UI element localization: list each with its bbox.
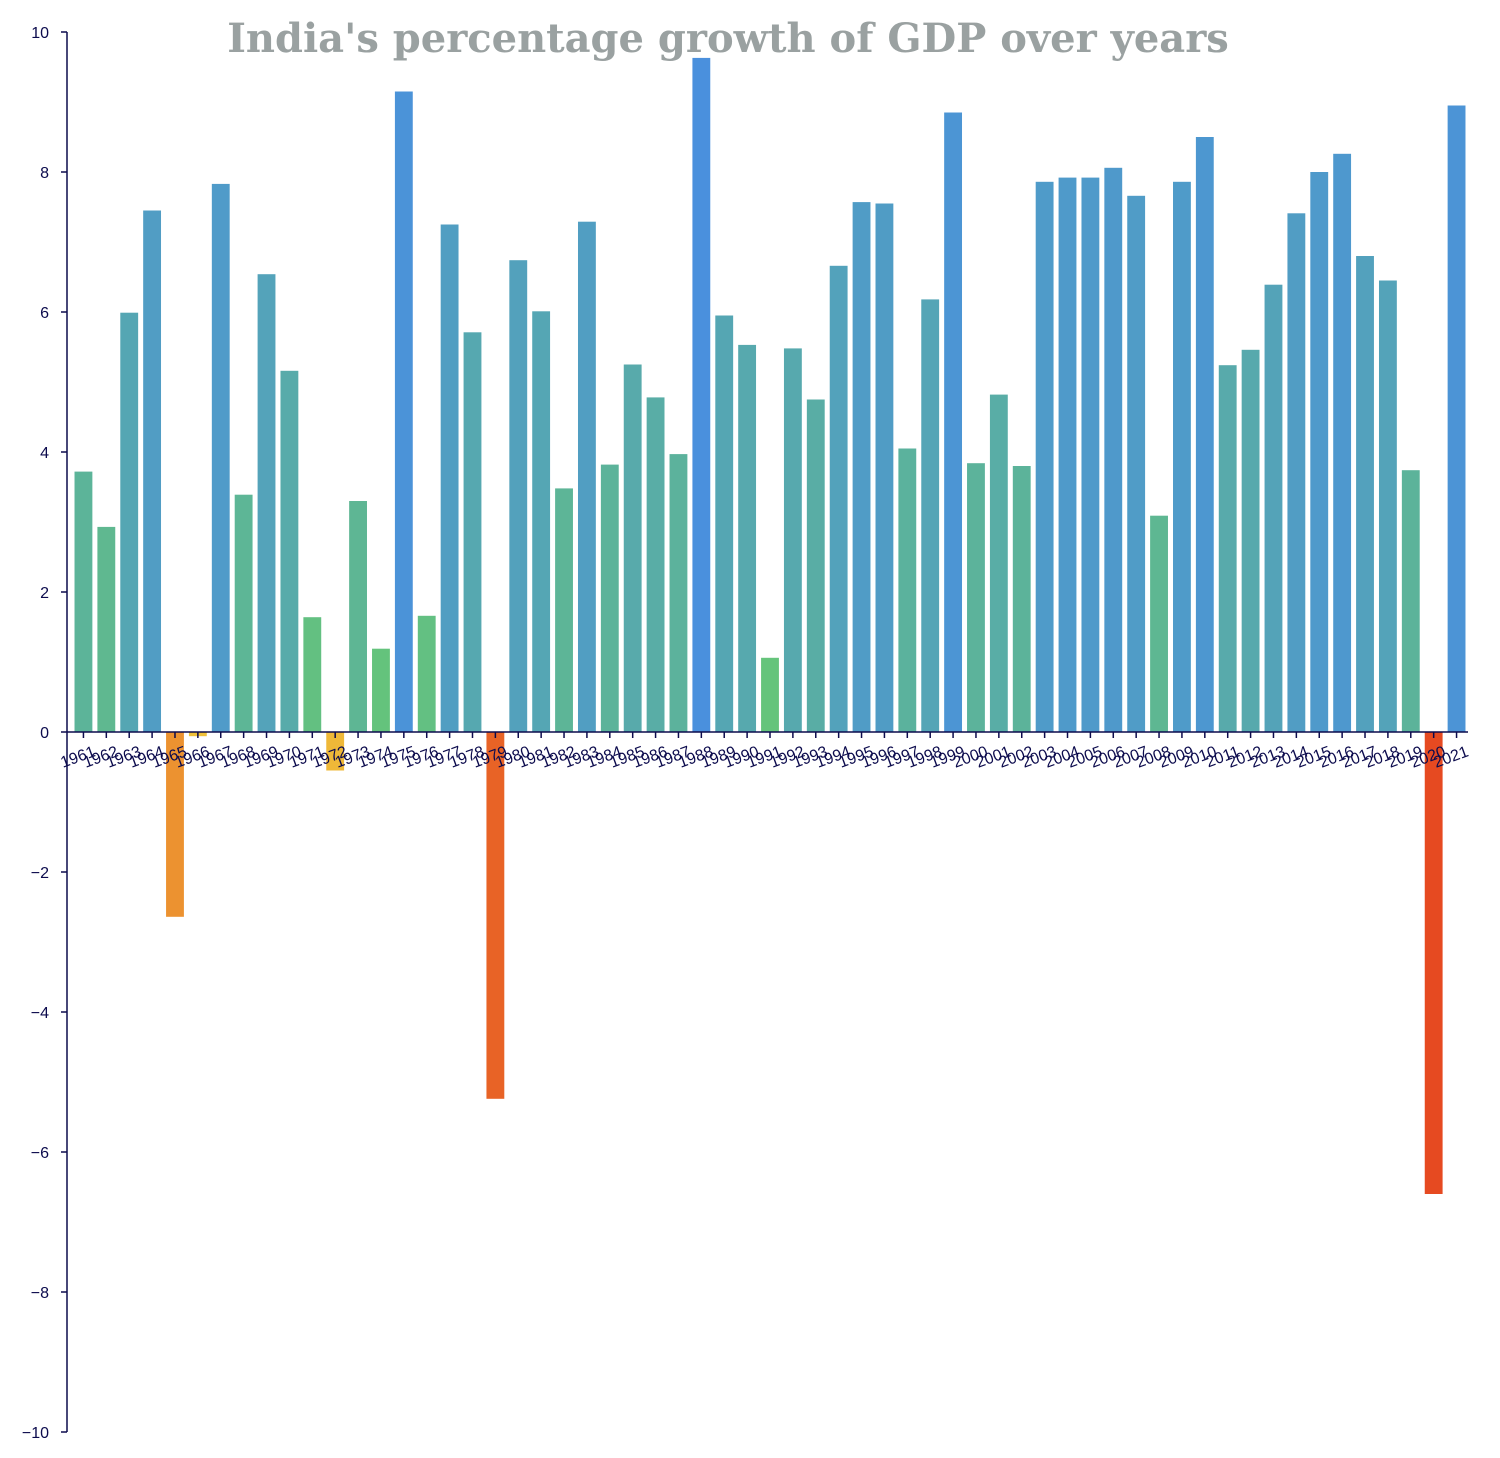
bar-2004	[1058, 177, 1077, 733]
bar-2007	[1127, 195, 1146, 733]
bar-2013	[1264, 284, 1283, 732]
bar-1977	[440, 224, 459, 732]
y-tick-label: 2	[40, 585, 49, 602]
bar-1998	[921, 299, 940, 732]
bar-2018	[1378, 280, 1397, 732]
bar-1969	[257, 274, 276, 732]
bar-2020	[1424, 732, 1443, 1194]
bar-2011	[1218, 365, 1237, 732]
bar-1976	[417, 615, 436, 732]
bar-1999	[944, 112, 963, 732]
y-tick-label: −6	[31, 1145, 49, 1162]
bar-1991	[761, 657, 779, 732]
bar-1995	[852, 202, 871, 733]
y-tick-label: −8	[31, 1285, 49, 1302]
bar-2001	[989, 394, 1008, 732]
bar-1962	[97, 526, 116, 732]
y-tick-label: 8	[40, 165, 49, 182]
bar-2019	[1401, 470, 1420, 732]
y-tick-label: −2	[31, 865, 49, 882]
bar-1971	[303, 617, 322, 732]
bar-1968	[234, 494, 253, 732]
bar-2016	[1333, 153, 1352, 733]
bar-2009	[1173, 181, 1191, 733]
bar-1986	[646, 397, 665, 732]
y-axis: −10 −8 −6 −4 −2 0 2 4 6 8 10	[22, 25, 68, 1442]
bar-1994	[829, 265, 848, 732]
bar-2012	[1241, 349, 1260, 732]
bar-1985	[623, 364, 642, 732]
bar-1975	[394, 91, 413, 732]
bar-1990	[738, 344, 757, 732]
bar-1981	[532, 311, 551, 732]
bar-1993	[806, 399, 825, 732]
bar-2015	[1310, 172, 1329, 732]
bar-2021	[1447, 105, 1466, 732]
bar-1989	[715, 315, 734, 732]
bar-1964	[143, 210, 162, 732]
bar-2006	[1104, 167, 1123, 733]
bar-1988	[692, 57, 711, 732]
bar-1980	[509, 260, 528, 732]
bar-2017	[1356, 256, 1374, 732]
bar-1992	[783, 348, 802, 732]
bar-1963	[120, 312, 139, 732]
bar-1972	[326, 732, 345, 771]
y-tick-label: 10	[31, 25, 49, 42]
bar-1974	[372, 648, 390, 732]
bar-1987	[669, 454, 688, 732]
bar-2008	[1150, 515, 1168, 732]
bar-2005	[1081, 177, 1100, 733]
x-axis: 1961196219631964196519661967196819691970…	[58, 731, 1471, 772]
bar-1965	[166, 732, 184, 917]
chart-title: India's percentage growth of GDP over ye…	[227, 15, 1229, 62]
bar-1979	[486, 732, 505, 1099]
bar-2010	[1195, 137, 1214, 732]
bars-group	[74, 57, 1466, 1194]
bar-2003	[1035, 181, 1054, 733]
bar-1970	[280, 370, 299, 732]
y-tick-label: −4	[31, 1005, 49, 1022]
bar-2000	[967, 463, 985, 732]
y-tick-label: 4	[40, 445, 49, 462]
bar-2014	[1287, 213, 1306, 733]
bar-1967	[211, 183, 230, 732]
bar-1973	[349, 501, 367, 732]
y-tick-label: 0	[40, 725, 49, 742]
y-tick-label: −10	[22, 1425, 49, 1442]
bar-1996	[875, 203, 894, 732]
bar-1961	[74, 471, 93, 732]
bar-1984	[600, 464, 619, 732]
y-tick-label: 6	[40, 305, 49, 322]
bar-2002	[1012, 466, 1031, 732]
bar-1997	[898, 448, 917, 732]
bar-1978	[463, 332, 482, 732]
bar-1982	[555, 488, 573, 732]
bar-1983	[577, 221, 596, 732]
